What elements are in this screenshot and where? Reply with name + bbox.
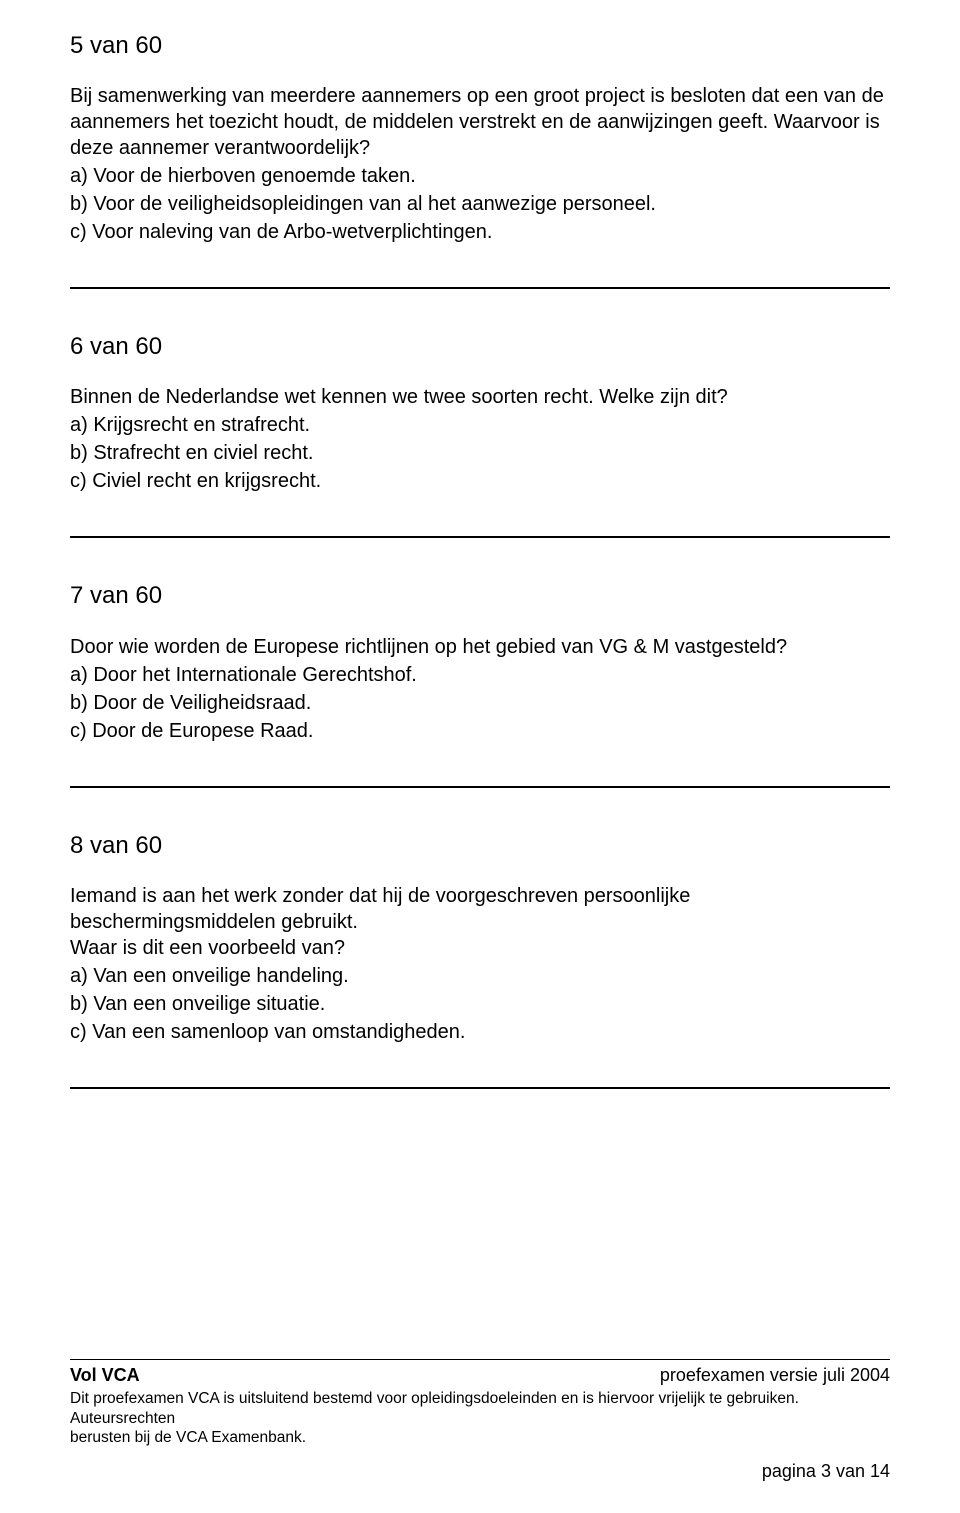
disclaimer-line: berusten bij de VCA Examenbank.	[70, 1428, 890, 1447]
text-line: Waar is dit een voorbeeld van?	[70, 935, 890, 961]
question-6: 6 van 60 Binnen de Nederlandse wet kenne…	[70, 331, 890, 494]
question-text: Bij samenwerking van meerdere aannemers …	[70, 83, 890, 161]
answer-b: b) Door de Veiligheidsraad.	[70, 690, 890, 716]
answer-a: a) Voor de hierboven genoemde taken.	[70, 163, 890, 189]
footer-right: proefexamen versie juli 2004	[660, 1364, 890, 1387]
question-text: Binnen de Nederlandse wet kennen we twee…	[70, 384, 890, 410]
question-number: 8 van 60	[70, 830, 890, 861]
answer-c: c) Door de Europese Raad.	[70, 718, 890, 744]
footer-disclaimer: Dit proefexamen VCA is uitsluitend beste…	[70, 1389, 890, 1447]
question-text: Iemand is aan het werk zonder dat hij de…	[70, 883, 890, 961]
question-number: 6 van 60	[70, 331, 890, 362]
separator	[70, 786, 890, 788]
footer-rule	[70, 1359, 890, 1360]
question-number: 7 van 60	[70, 580, 890, 611]
footer-left: Vol VCA	[70, 1364, 140, 1387]
answer-b: b) Van een onveilige situatie.	[70, 991, 890, 1017]
answer-c: c) Civiel recht en krijgsrecht.	[70, 468, 890, 494]
question-number: 5 van 60	[70, 30, 890, 61]
footer-row: Vol VCA proefexamen versie juli 2004	[70, 1364, 890, 1387]
answer-c: c) Van een samenloop van omstandigheden.	[70, 1019, 890, 1045]
text-line: Binnen de Nederlandse wet kennen we twee…	[70, 384, 890, 410]
page-number: pagina 3 van 14	[70, 1460, 890, 1483]
separator	[70, 536, 890, 538]
page-footer: Vol VCA proefexamen versie juli 2004 Dit…	[70, 1359, 890, 1483]
disclaimer-line: Dit proefexamen VCA is uitsluitend beste…	[70, 1389, 890, 1428]
answer-a: a) Van een onveilige handeling.	[70, 963, 890, 989]
answer-a: a) Door het Internationale Gerechtshof.	[70, 662, 890, 688]
text-line: deze aannemer verantwoordelijk?	[70, 135, 890, 161]
text-line: beschermingsmiddelen gebruikt.	[70, 909, 890, 935]
text-line: Door wie worden de Europese richtlijnen …	[70, 634, 890, 660]
text-line: aannemers het toezicht houdt, de middele…	[70, 109, 890, 135]
answer-b: b) Voor de veiligheidsopleidingen van al…	[70, 191, 890, 217]
question-8: 8 van 60 Iemand is aan het werk zonder d…	[70, 830, 890, 1045]
answer-c: c) Voor naleving van de Arbo-wetverplich…	[70, 219, 890, 245]
question-5: 5 van 60 Bij samenwerking van meerdere a…	[70, 30, 890, 245]
text-line: Bij samenwerking van meerdere aannemers …	[70, 83, 890, 109]
answer-a: a) Krijgsrecht en strafrecht.	[70, 412, 890, 438]
text-line: Iemand is aan het werk zonder dat hij de…	[70, 883, 890, 909]
separator	[70, 287, 890, 289]
question-7: 7 van 60 Door wie worden de Europese ric…	[70, 580, 890, 743]
separator	[70, 1087, 890, 1089]
answer-b: b) Strafrecht en civiel recht.	[70, 440, 890, 466]
question-text: Door wie worden de Europese richtlijnen …	[70, 634, 890, 660]
